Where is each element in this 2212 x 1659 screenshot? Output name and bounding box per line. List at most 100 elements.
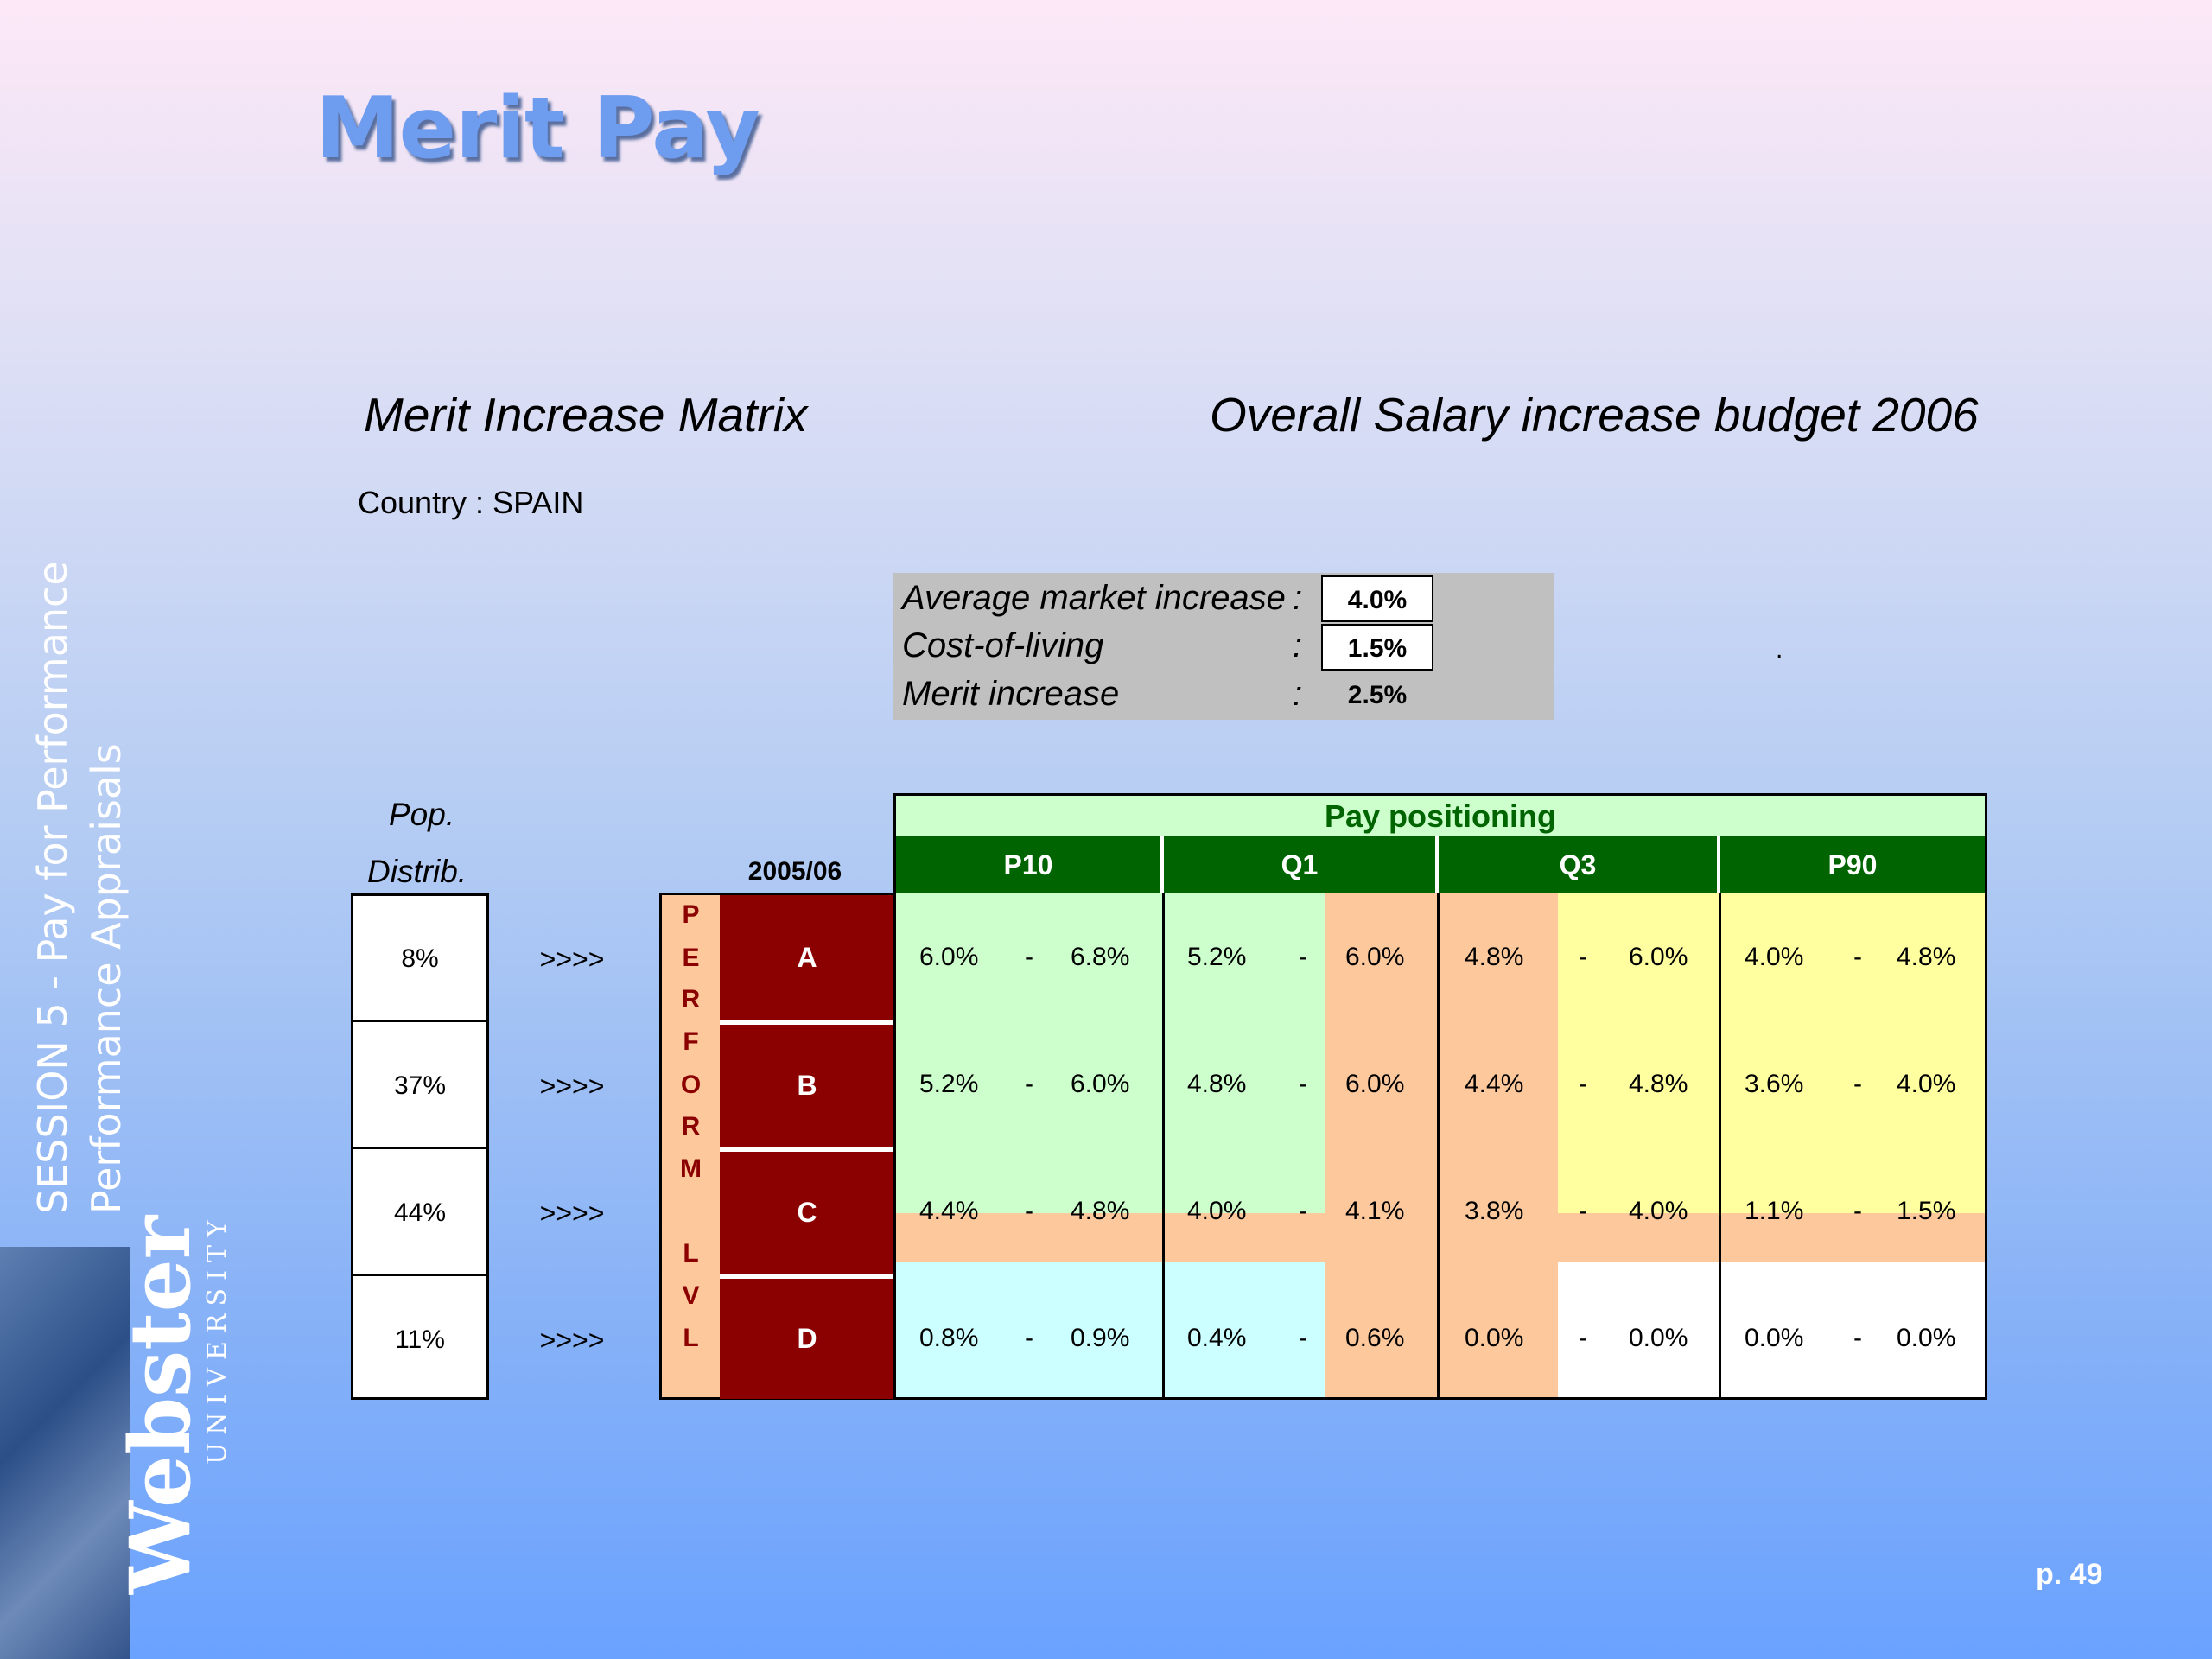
range-low: 5.2% xyxy=(1187,943,1247,971)
divider xyxy=(1437,893,1440,1397)
range-high: 6.0% xyxy=(1629,943,1688,971)
zone-cyan xyxy=(896,1262,1325,1397)
range-low: 0.4% xyxy=(1187,1324,1247,1352)
session-sidebar: SESSION 5 - Pay for Performance Performa… xyxy=(26,557,133,1214)
perf-letter: O xyxy=(680,1071,702,1099)
range-high: 4.1% xyxy=(1345,1197,1405,1225)
distrib-header: Distrib. xyxy=(367,854,467,889)
range-low: 1.1% xyxy=(1745,1197,1804,1225)
budget-label: Average market increase xyxy=(902,579,1286,617)
range-dash: - xyxy=(1299,1070,1307,1098)
range-high: 4.0% xyxy=(1897,1070,1956,1098)
range-high: 0.0% xyxy=(1897,1324,1956,1352)
budget-heading: Overall Salary increase budget 2006 xyxy=(1210,388,1979,442)
range-low: 3.6% xyxy=(1745,1070,1804,1098)
perf-letter: E xyxy=(682,944,700,972)
perf-letter: M xyxy=(680,1154,702,1183)
range-low: 4.8% xyxy=(1465,943,1524,971)
zone-peach xyxy=(1325,893,1558,1213)
range-high: 6.0% xyxy=(1071,1070,1130,1098)
column-header-p90: P90 xyxy=(1827,849,1878,880)
range-dash: - xyxy=(1299,1197,1307,1225)
pop-value: 37% xyxy=(393,1071,447,1100)
range-dash: - xyxy=(1579,1070,1587,1098)
divider xyxy=(353,1020,486,1022)
logo-name: Webster xyxy=(111,1215,209,1594)
pop-value: 11% xyxy=(395,1325,445,1354)
grade-cell: D xyxy=(720,1279,894,1399)
budget-value: 2.5% xyxy=(1347,681,1408,709)
column-header-p10: P10 xyxy=(1003,849,1053,880)
range-low: 4.8% xyxy=(1187,1070,1247,1098)
stray-dot: . xyxy=(1776,635,1783,664)
budget-colon: : xyxy=(1293,675,1303,713)
range-low: 0.0% xyxy=(1465,1324,1524,1352)
grade-cell: A xyxy=(720,895,894,1020)
perf-letter: L xyxy=(683,1324,699,1352)
session-line: SESSION 5 - Pay for Performance xyxy=(29,561,76,1214)
logo-subtitle: UNIVERSITY xyxy=(202,1212,232,1465)
arrow-label: >>>> xyxy=(539,1325,605,1356)
range-low: 5.2% xyxy=(919,1070,979,1098)
matrix-heading: Merit Increase Matrix xyxy=(364,388,808,442)
budget-label: Cost-of-living xyxy=(902,626,1104,664)
zone-peach xyxy=(1325,1262,1558,1397)
divider xyxy=(353,1274,486,1276)
budget-box: Average market increase : 4.0% Cost-of-l… xyxy=(893,573,1554,720)
arrow-label: >>>> xyxy=(539,1071,605,1102)
range-high: 4.8% xyxy=(1897,943,1956,971)
range-dash: - xyxy=(1579,943,1587,971)
range-dash: - xyxy=(1853,943,1862,971)
range-high: 0.6% xyxy=(1345,1324,1405,1352)
grade-cell: C xyxy=(720,1152,894,1274)
pay-positioning-header: P10 Q1 Q3 P90 xyxy=(893,836,1987,893)
range-dash: - xyxy=(1025,1324,1033,1352)
arrow-label: >>>> xyxy=(539,944,605,975)
budget-colon: : xyxy=(1293,579,1303,617)
divider xyxy=(1160,836,1164,893)
divider xyxy=(1717,836,1720,893)
range-high: 6.0% xyxy=(1345,943,1405,971)
merit-matrix-grid: 6.0% - 6.8% 5.2% - 6.0% 4.8% - 6.0% 4.0%… xyxy=(893,893,1987,1400)
grade-cell: B xyxy=(720,1025,894,1147)
divider xyxy=(353,1147,486,1149)
range-dash: - xyxy=(1025,943,1033,971)
topic-line: Performance Appraisals xyxy=(83,743,130,1214)
range-high: 6.8% xyxy=(1071,943,1130,971)
range-low: 0.8% xyxy=(919,1324,979,1352)
pop-distribution-column: 8% 37% 44% 11% xyxy=(351,893,489,1400)
perf-letter: V xyxy=(682,1281,700,1310)
range-dash: - xyxy=(1025,1197,1033,1225)
range-low: 4.4% xyxy=(919,1197,979,1225)
perf-letter: P xyxy=(682,900,700,929)
range-dash: - xyxy=(1299,943,1307,971)
pop-value: 44% xyxy=(393,1198,447,1227)
pop-value: 8% xyxy=(401,944,439,973)
page-number: p. 49 xyxy=(2036,1558,2103,1591)
page-title: Merit Pay xyxy=(315,79,760,178)
perf-letter: R xyxy=(681,1112,701,1141)
range-high: 1.5% xyxy=(1897,1197,1956,1225)
column-header-q3: Q3 xyxy=(1559,849,1597,880)
arrow-label: >>>> xyxy=(539,1198,605,1229)
year-label: 2005/06 xyxy=(747,857,842,886)
range-low: 6.0% xyxy=(919,943,979,971)
range-low: 4.0% xyxy=(1187,1197,1247,1225)
range-dash: - xyxy=(1853,1197,1862,1225)
range-high: 4.8% xyxy=(1071,1197,1130,1225)
divider xyxy=(1162,893,1165,1397)
range-dash: - xyxy=(1853,1070,1862,1098)
range-dash: - xyxy=(1853,1324,1862,1352)
range-high: 0.9% xyxy=(1071,1324,1130,1352)
range-high: 4.8% xyxy=(1629,1070,1688,1098)
range-low: 3.8% xyxy=(1465,1197,1524,1225)
divider xyxy=(1435,836,1439,893)
zone-peach-row xyxy=(896,1213,1985,1262)
column-header-q1: Q1 xyxy=(1281,849,1319,880)
range-low: 4.4% xyxy=(1465,1070,1524,1098)
pay-positioning-title: Pay positioning xyxy=(893,793,1987,836)
zone-yellow xyxy=(1558,893,1985,1213)
range-dash: - xyxy=(1579,1197,1587,1225)
divider xyxy=(1719,893,1721,1397)
range-high: 0.0% xyxy=(1629,1324,1688,1352)
